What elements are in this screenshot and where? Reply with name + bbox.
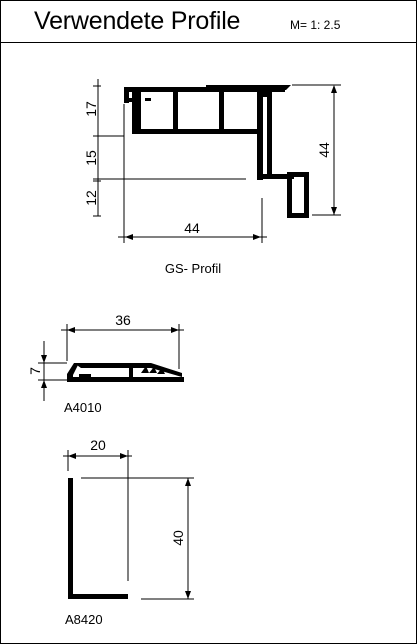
a4010-dimension-lines <box>38 324 184 401</box>
a8420-caption: A8420 <box>65 612 103 627</box>
a8420-dimension-arrows <box>68 453 191 599</box>
gs-dimension-width: 44 <box>184 220 200 236</box>
a4010-caption: A4010 <box>64 400 102 415</box>
gs-dimension-seg-mid: 15 <box>83 150 99 166</box>
a4010-dimension-width: 36 <box>115 312 131 328</box>
a8420-dimension-lines <box>63 450 194 600</box>
gs-dimension-seg-bottom: 12 <box>83 190 99 206</box>
gs-dimension-lines <box>93 79 341 243</box>
gs-dimension-arrows <box>125 85 337 240</box>
a4010-profile: 36 7 A4010 <box>27 312 184 415</box>
gs-dimension-seg-top: 17 <box>83 101 99 117</box>
a4010-dimension-height: 7 <box>27 367 43 375</box>
title-bar: Verwendete Profile M= 1: 2.5 <box>1 1 416 43</box>
gs-profile-caption: GS- Profil <box>165 261 221 276</box>
a8420-dimension-height: 40 <box>170 530 186 546</box>
profiles-drawing: 17 15 12 44 44 GS- Profil <box>27 79 341 627</box>
a8420-dimension-width: 20 <box>90 437 106 453</box>
a8420-profile-shape <box>68 478 128 599</box>
page-title: Verwendete Profile <box>34 7 241 35</box>
scale-label: M= 1: 2.5 <box>290 18 341 32</box>
a8420-profile: 20 40 A8420 <box>63 437 194 627</box>
a4010-profile-shape <box>67 363 184 382</box>
gs-profile: 17 15 12 44 44 GS- Profil <box>83 79 341 276</box>
gs-profile-shape <box>124 85 309 218</box>
gs-dimension-height: 44 <box>316 142 332 158</box>
a4010-dimension-arrows <box>41 327 179 388</box>
